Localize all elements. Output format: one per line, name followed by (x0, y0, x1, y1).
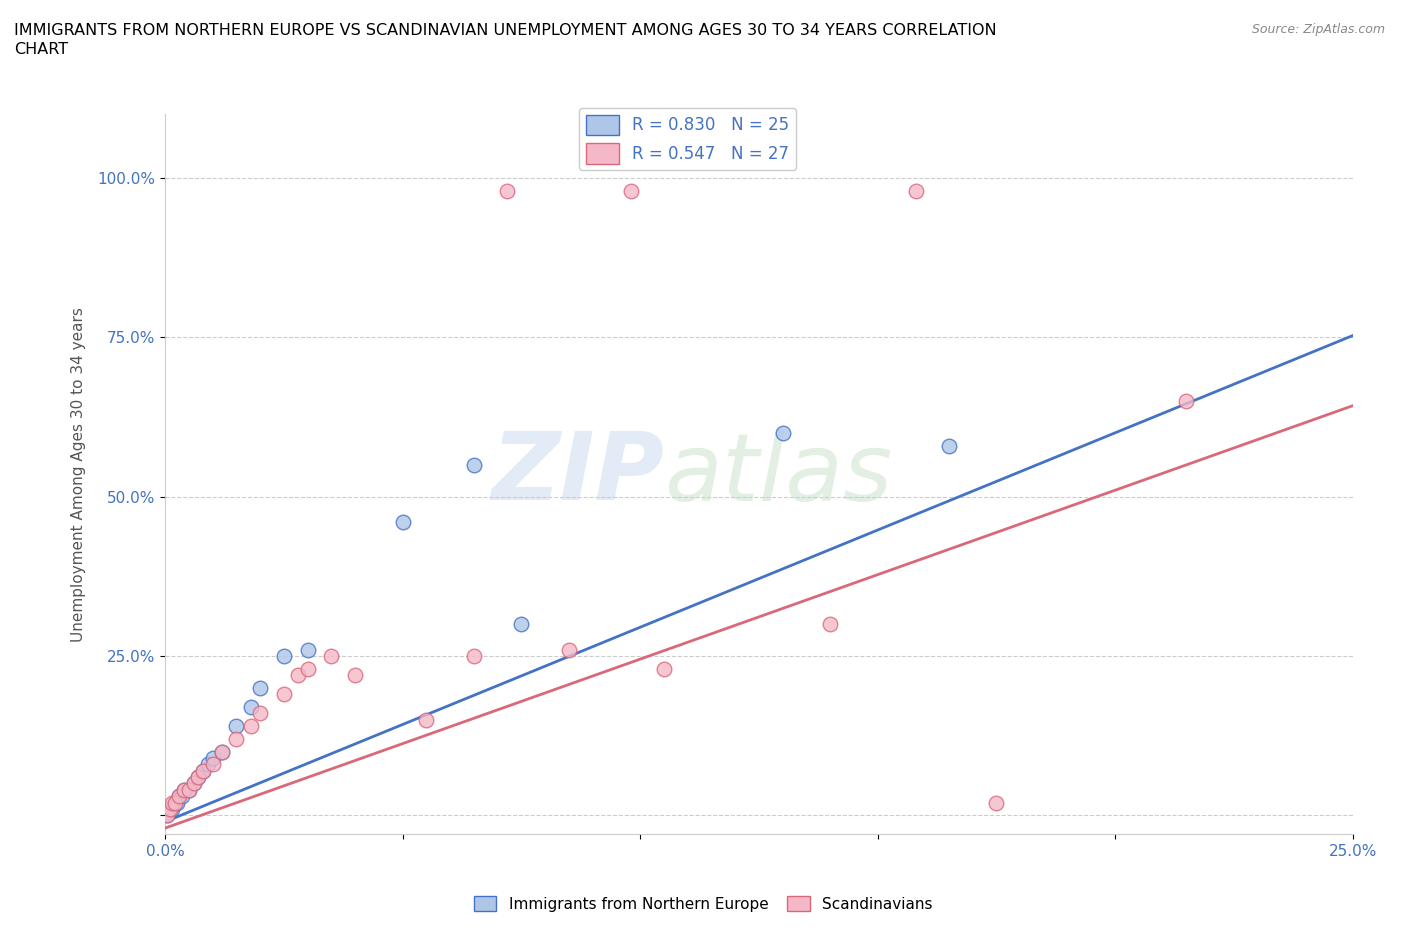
Point (818, 617, 841, 631)
Point (173, 782, 195, 797)
Point (344, 668, 367, 683)
Point (169, 789, 191, 804)
Y-axis label: Unemployment Among Ages 30 to 34 years: Unemployment Among Ages 30 to 34 years (72, 307, 86, 642)
Text: atlas: atlas (664, 429, 893, 520)
Point (239, 699, 262, 714)
Point (239, 719, 262, 734)
Point (986, 795, 1008, 810)
Point (201, 751, 224, 765)
Point (297, 642, 319, 657)
Point (463, 648, 485, 663)
Point (160, 795, 183, 810)
Point (558, 642, 581, 657)
Legend: Immigrants from Northern Europe, Scandinavians: Immigrants from Northern Europe, Scandin… (467, 889, 939, 918)
Point (225, 731, 247, 746)
Point (415, 712, 437, 727)
Text: IMMIGRANTS FROM NORTHERN EUROPE VS SCANDINAVIAN UNEMPLOYMENT AMONG AGES 30 TO 34: IMMIGRANTS FROM NORTHERN EUROPE VS SCAND… (14, 23, 997, 38)
Text: Source: ZipAtlas.com: Source: ZipAtlas.com (1251, 23, 1385, 36)
Point (321, 648, 343, 663)
Point (1175, 393, 1198, 408)
Point (249, 681, 271, 696)
Point (183, 776, 205, 790)
Point (620, 183, 643, 198)
Point (391, 514, 413, 529)
Point (211, 744, 233, 759)
Point (170, 789, 193, 804)
Point (191, 764, 214, 778)
Point (496, 183, 519, 198)
Point (169, 789, 191, 804)
Point (173, 782, 195, 797)
Point (187, 770, 209, 785)
Point (156, 808, 179, 823)
Point (249, 706, 271, 721)
Point (160, 802, 183, 817)
Point (159, 802, 181, 817)
Text: CHART: CHART (14, 42, 67, 57)
Point (163, 795, 186, 810)
Point (183, 776, 205, 790)
Legend: R = 0.830   N = 25, R = 0.547   N = 27: R = 0.830 N = 25, R = 0.547 N = 27 (579, 108, 796, 170)
Point (177, 782, 200, 797)
Point (201, 757, 224, 772)
Point (191, 764, 214, 778)
Point (159, 802, 181, 817)
Point (510, 617, 533, 631)
Point (463, 458, 485, 472)
Point (163, 795, 186, 810)
Point (211, 744, 233, 759)
Point (297, 661, 319, 676)
Point (273, 648, 295, 663)
Point (166, 795, 188, 810)
Point (197, 757, 219, 772)
Point (273, 686, 295, 701)
Text: ZIP: ZIP (491, 428, 664, 520)
Point (225, 719, 247, 734)
Point (156, 808, 179, 823)
Point (938, 438, 960, 453)
Point (904, 183, 927, 198)
Point (652, 661, 675, 676)
Point (772, 425, 794, 440)
Point (177, 782, 200, 797)
Point (287, 668, 309, 683)
Point (187, 770, 209, 785)
